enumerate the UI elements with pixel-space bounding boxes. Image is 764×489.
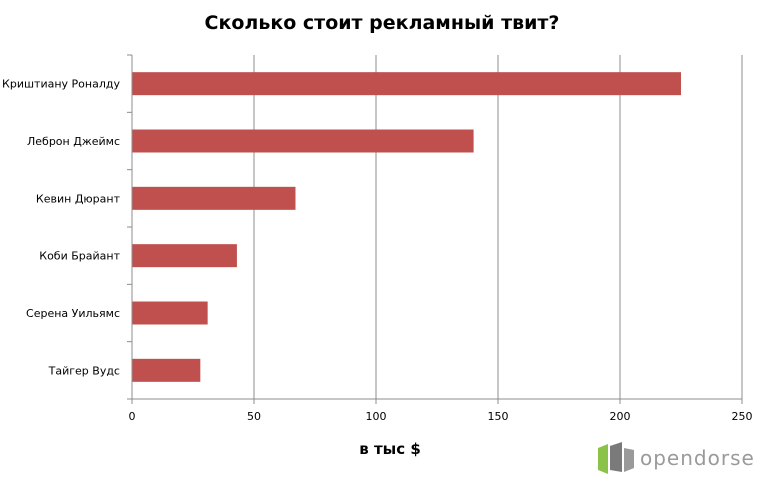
x-tick-label: 50 (247, 410, 261, 423)
opendorse-logo: opendorse (596, 440, 756, 476)
category-label: Криштиану Роналду (2, 78, 120, 91)
chart-title: Сколько стоит рекламный твит? (204, 12, 560, 34)
x-tick-label: 250 (732, 410, 753, 423)
x-axis-title: в тыс $ (359, 440, 421, 458)
bar (132, 186, 296, 210)
x-tick-label: 200 (610, 410, 631, 423)
category-label: Коби Брайант (39, 250, 120, 263)
x-tick-label: 100 (366, 410, 387, 423)
bar (132, 358, 201, 382)
x-tick-label: 150 (488, 410, 509, 423)
category-label: Леброн Джеймс (27, 135, 120, 148)
category-label: Серена Уильямс (26, 307, 120, 320)
bar (132, 244, 237, 268)
category-label: Тайгер Вудс (48, 364, 120, 377)
category-label: Кевин Дюрант (36, 192, 121, 205)
x-tick-label: 0 (129, 410, 136, 423)
opendorse-logo-mark-icon (598, 442, 634, 474)
bar (132, 129, 474, 153)
bar (132, 301, 208, 325)
bar (132, 72, 681, 96)
opendorse-logo-text: opendorse (640, 446, 755, 470)
